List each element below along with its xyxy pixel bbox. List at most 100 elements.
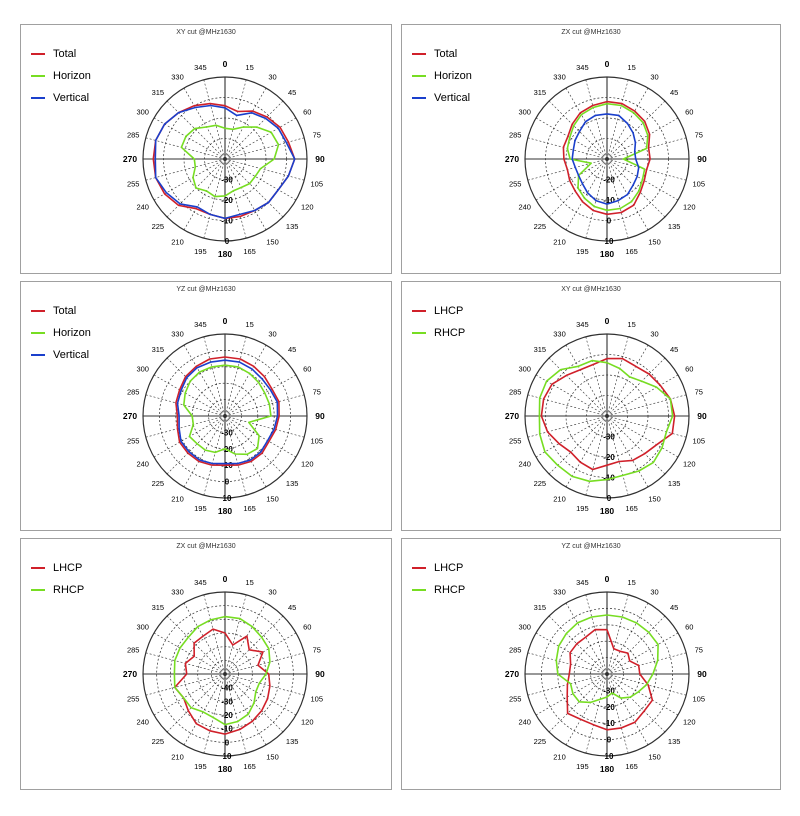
angle-tick-label: 195 (576, 762, 589, 771)
series-line-horizon (566, 102, 649, 212)
grid-spoke (606, 158, 629, 239)
legend-swatch (31, 332, 45, 334)
chart-title: XY cut @MHz1630 (176, 29, 236, 36)
legend-swatch (31, 97, 45, 99)
angle-tick-label: 120 (301, 460, 314, 469)
angle-tick-label: 105 (311, 695, 324, 704)
legend-swatch (31, 567, 45, 569)
angle-tick-label: 105 (311, 437, 324, 446)
radial-tick-label: -30 (221, 697, 233, 706)
polar-chart: 0 15 30 45 60 75 90 105 120 135 150 165 180 195 210 225… (505, 316, 707, 516)
legend-item: RHCP (31, 579, 84, 601)
legend-label: LHCP (434, 305, 464, 317)
angle-tick-label: 240 (136, 460, 149, 469)
angle-tick-label: 105 (693, 695, 706, 704)
grid-spoke (224, 602, 267, 675)
angle-tick-label: 0 (223, 316, 228, 326)
angle-tick-label: 45 (670, 603, 678, 612)
angle-tick-label: 150 (648, 237, 661, 246)
grid-spoke (606, 117, 679, 160)
grid-spoke (183, 673, 226, 746)
series-line-lhcp (540, 357, 676, 471)
grid-spoke (606, 100, 666, 160)
angle-tick-label: 180 (218, 249, 232, 259)
grid-spoke (565, 602, 608, 675)
legend-swatch (31, 53, 45, 55)
radial-tick-label: -30 (221, 428, 233, 437)
series-line-vertical (154, 104, 296, 220)
angle-tick-label: 180 (600, 764, 614, 774)
angle-tick-label: 315 (152, 345, 165, 354)
chart-legend: Total Horizon Vertical (31, 300, 91, 366)
grid-spoke (224, 673, 247, 754)
polar-chart: 0 15 30 45 60 75 90 105 120 135 150 165 180 195 210 225… (505, 574, 707, 774)
angle-tick-label: 330 (171, 73, 184, 82)
grid-spoke (565, 158, 608, 231)
legend-label: RHCP (53, 584, 85, 596)
legend-label: Total (53, 48, 77, 60)
angle-tick-label: 270 (123, 154, 137, 164)
series-line-vertical (176, 359, 279, 465)
angle-tick-label: 75 (313, 645, 321, 654)
grid-spoke (224, 336, 247, 417)
angle-tick-label: 0 (223, 59, 228, 69)
angle-tick-label: 210 (553, 752, 566, 761)
angle-tick-label: 210 (553, 237, 566, 246)
angle-tick-label: 225 (152, 222, 165, 231)
angle-tick-label: 165 (625, 247, 638, 256)
grid-spoke (224, 615, 284, 675)
angle-tick-label: 330 (553, 588, 566, 597)
grid-spoke (606, 357, 666, 417)
legend-label: Horizon (53, 327, 91, 339)
angle-tick-label: 345 (576, 63, 589, 72)
grid-spoke (224, 415, 247, 496)
grid-spoke (606, 344, 649, 417)
legend-label: RHCP (434, 584, 466, 596)
grid-spoke (535, 632, 608, 675)
angle-tick-label: 285 (127, 387, 140, 396)
angle-tick-label: 75 (695, 130, 703, 139)
angle-tick-label: 150 (266, 494, 279, 503)
angle-tick-label: 315 (152, 603, 165, 612)
angle-tick-label: 330 (171, 588, 184, 597)
angle-tick-label: 210 (171, 494, 184, 503)
legend-swatch (412, 310, 426, 312)
grid-spoke (585, 79, 608, 160)
radial-tick-label: -30 (603, 433, 615, 442)
grid-spoke (145, 415, 226, 438)
radial-tick-label: -40 (221, 684, 233, 693)
angle-tick-label: 210 (171, 752, 184, 761)
angle-tick-label: 180 (600, 249, 614, 259)
angle-tick-label: 225 (534, 222, 547, 231)
angle-tick-label: 105 (311, 180, 324, 189)
grid-spoke (535, 415, 608, 458)
angle-tick-label: 75 (313, 387, 321, 396)
angle-tick-label: 240 (518, 203, 531, 212)
grid-spoke (153, 374, 226, 417)
legend-swatch (31, 75, 45, 77)
angle-tick-label: 75 (313, 130, 321, 139)
angle-tick-label: 165 (625, 504, 638, 513)
angle-tick-label: 195 (194, 504, 207, 513)
grid-spoke (224, 100, 284, 160)
angle-tick-label: 30 (268, 73, 276, 82)
angle-tick-label: 60 (303, 623, 311, 632)
radial-tick-label: 0 (225, 478, 230, 487)
angle-tick-label: 45 (288, 88, 296, 97)
chart-legend: Total Horizon Vertical (412, 43, 472, 109)
legend-item: LHCP (412, 300, 465, 322)
legend-item: Vertical (31, 87, 91, 109)
grid-spoke (548, 100, 608, 160)
grid-spoke (606, 158, 666, 218)
grid-spoke (548, 357, 608, 417)
grid-spoke (203, 673, 226, 754)
series-line-rhcp (555, 614, 659, 704)
grid-spoke (203, 336, 226, 417)
angle-tick-label: 30 (650, 588, 658, 597)
radial-tick-label: 10 (223, 494, 232, 503)
angle-tick-label: 300 (518, 365, 531, 374)
angle-tick-label: 240 (518, 460, 531, 469)
angle-tick-label: 345 (576, 578, 589, 587)
chart-panel-yz-total: YZ cut @MHz1630 0 15 30 45 60 75 90 105 120 135 15… (20, 281, 392, 531)
angle-tick-label: 90 (315, 411, 325, 421)
